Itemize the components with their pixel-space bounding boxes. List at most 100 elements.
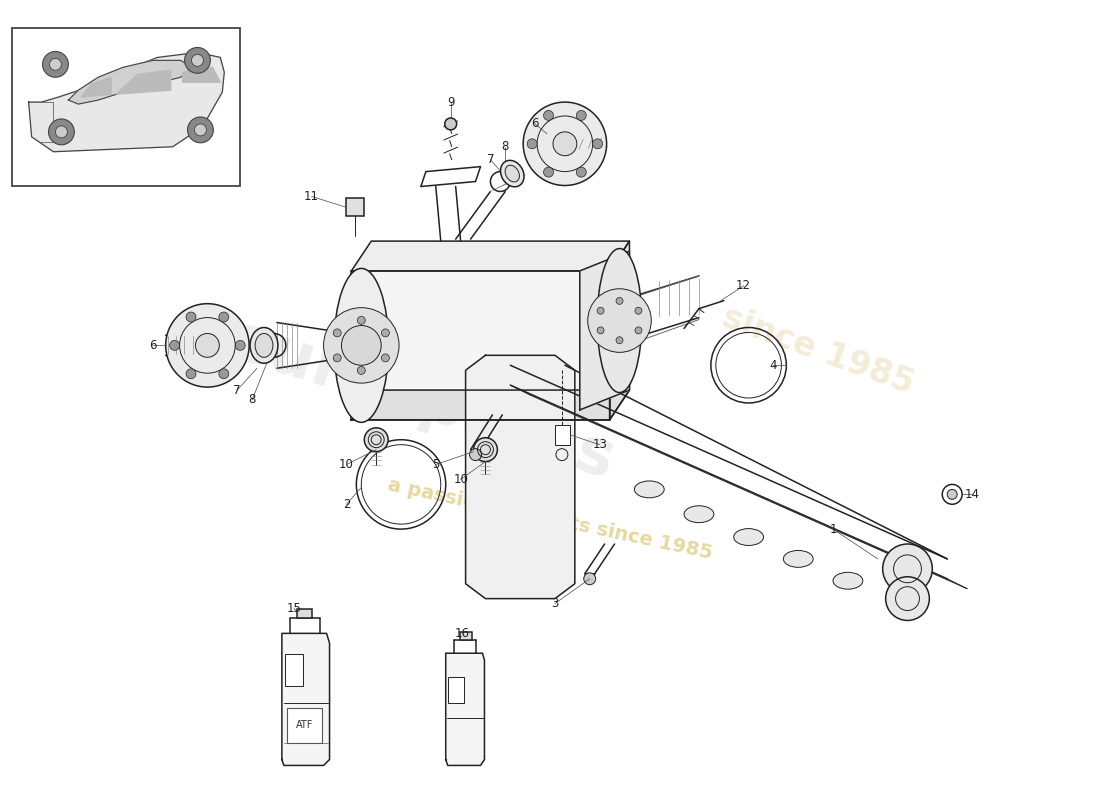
Text: a passion for parts since 1985: a passion for parts since 1985 bbox=[386, 475, 714, 563]
Circle shape bbox=[55, 126, 67, 138]
Circle shape bbox=[576, 110, 586, 120]
Circle shape bbox=[43, 51, 68, 78]
Circle shape bbox=[358, 366, 365, 374]
Circle shape bbox=[333, 329, 341, 337]
Circle shape bbox=[187, 117, 213, 142]
Circle shape bbox=[616, 298, 623, 304]
Circle shape bbox=[543, 110, 553, 120]
Circle shape bbox=[186, 369, 196, 378]
Polygon shape bbox=[580, 251, 629, 410]
Circle shape bbox=[333, 354, 341, 362]
Circle shape bbox=[584, 573, 596, 585]
Circle shape bbox=[616, 337, 623, 344]
Polygon shape bbox=[446, 654, 484, 766]
Circle shape bbox=[597, 327, 604, 334]
Circle shape bbox=[635, 327, 642, 334]
Text: 13: 13 bbox=[592, 438, 607, 451]
Polygon shape bbox=[81, 78, 111, 97]
Text: 1: 1 bbox=[829, 522, 837, 535]
Circle shape bbox=[587, 289, 651, 352]
Circle shape bbox=[219, 312, 229, 322]
Polygon shape bbox=[351, 271, 609, 420]
Text: 6: 6 bbox=[148, 339, 156, 352]
Text: 15: 15 bbox=[286, 602, 301, 615]
Circle shape bbox=[166, 304, 249, 387]
Circle shape bbox=[382, 354, 389, 362]
Bar bbox=[285, 654, 303, 686]
Circle shape bbox=[882, 544, 933, 594]
Circle shape bbox=[470, 449, 482, 461]
Ellipse shape bbox=[505, 165, 519, 182]
Ellipse shape bbox=[597, 249, 642, 393]
Polygon shape bbox=[282, 634, 330, 766]
Circle shape bbox=[219, 369, 229, 378]
Text: 16: 16 bbox=[455, 627, 470, 640]
Text: 12: 12 bbox=[736, 279, 751, 292]
Circle shape bbox=[50, 58, 62, 70]
Circle shape bbox=[358, 316, 365, 324]
Text: 10: 10 bbox=[453, 473, 469, 486]
Circle shape bbox=[597, 307, 604, 314]
Ellipse shape bbox=[833, 572, 862, 589]
Polygon shape bbox=[29, 53, 224, 152]
Circle shape bbox=[341, 326, 382, 366]
Text: since 1985: since 1985 bbox=[717, 300, 918, 400]
Text: 8: 8 bbox=[249, 394, 256, 406]
Text: 8: 8 bbox=[502, 140, 509, 154]
Bar bbox=[12, 28, 240, 186]
Circle shape bbox=[323, 308, 399, 383]
Text: eurospares: eurospares bbox=[219, 308, 623, 492]
Circle shape bbox=[48, 119, 75, 145]
Circle shape bbox=[186, 312, 196, 322]
Circle shape bbox=[576, 167, 586, 177]
Text: 4: 4 bbox=[770, 358, 778, 372]
Circle shape bbox=[886, 577, 929, 621]
Circle shape bbox=[196, 334, 219, 358]
Circle shape bbox=[364, 428, 388, 452]
Circle shape bbox=[635, 307, 642, 314]
Circle shape bbox=[444, 118, 456, 130]
Bar bbox=[287, 708, 321, 742]
Ellipse shape bbox=[635, 481, 664, 498]
Polygon shape bbox=[183, 67, 220, 82]
Circle shape bbox=[185, 47, 210, 74]
Bar bbox=[460, 632, 472, 640]
Ellipse shape bbox=[250, 327, 278, 363]
Text: 9: 9 bbox=[447, 95, 454, 109]
Circle shape bbox=[195, 124, 207, 136]
Circle shape bbox=[947, 490, 957, 499]
Circle shape bbox=[382, 329, 389, 337]
Circle shape bbox=[235, 341, 245, 350]
Text: 2: 2 bbox=[343, 498, 350, 510]
Bar bbox=[297, 609, 311, 618]
Text: 3: 3 bbox=[551, 597, 559, 610]
Bar bbox=[556, 425, 570, 445]
Circle shape bbox=[473, 438, 497, 462]
Bar bbox=[346, 198, 364, 216]
Circle shape bbox=[191, 54, 204, 66]
Polygon shape bbox=[351, 241, 629, 271]
Circle shape bbox=[553, 132, 576, 156]
Text: 7: 7 bbox=[486, 153, 494, 166]
Text: 6: 6 bbox=[531, 118, 539, 130]
Circle shape bbox=[543, 167, 553, 177]
Ellipse shape bbox=[255, 334, 273, 358]
Polygon shape bbox=[351, 390, 629, 420]
Ellipse shape bbox=[684, 506, 714, 522]
Polygon shape bbox=[465, 355, 575, 598]
Text: 7: 7 bbox=[233, 383, 241, 397]
Polygon shape bbox=[68, 60, 192, 104]
Ellipse shape bbox=[734, 529, 763, 546]
Polygon shape bbox=[116, 70, 170, 94]
Circle shape bbox=[527, 139, 537, 149]
Ellipse shape bbox=[500, 160, 524, 187]
Ellipse shape bbox=[783, 550, 813, 567]
Text: 5: 5 bbox=[432, 458, 440, 471]
Circle shape bbox=[524, 102, 606, 186]
Text: ATF: ATF bbox=[296, 720, 312, 730]
Polygon shape bbox=[609, 241, 629, 420]
Text: 11: 11 bbox=[305, 190, 319, 203]
Text: 14: 14 bbox=[965, 488, 979, 501]
Bar bbox=[448, 677, 463, 703]
Text: 10: 10 bbox=[339, 458, 354, 471]
